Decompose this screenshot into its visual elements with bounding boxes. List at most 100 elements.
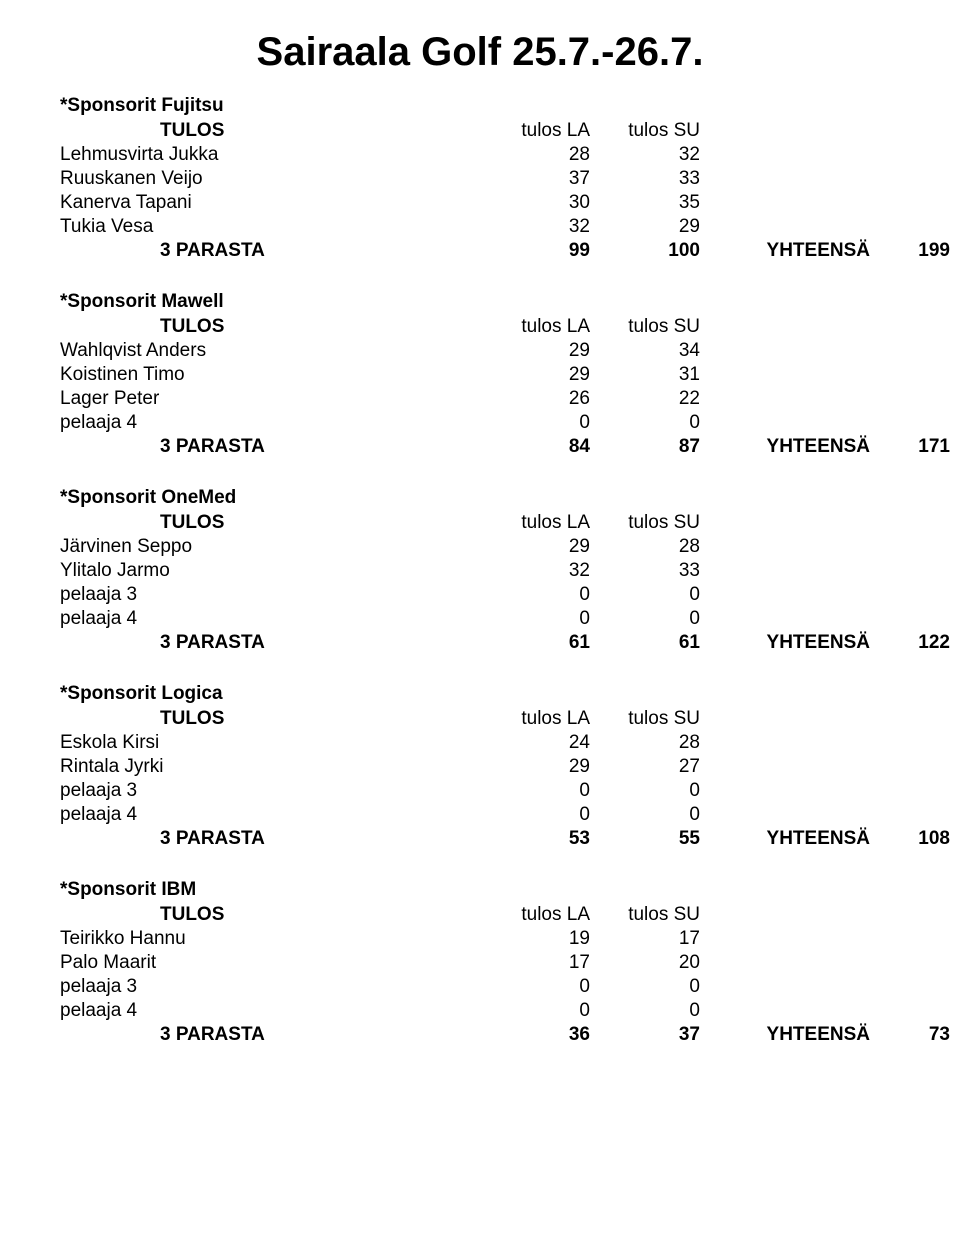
table-row: pelaaja 400 [60, 607, 950, 631]
cell-empty [700, 951, 870, 975]
header-spacer [870, 315, 950, 339]
table-row: Palo Maarit1720 [60, 951, 950, 975]
header-tulos: TULOS [60, 315, 480, 339]
total-row: 3 PARASTA5355YHTEENSÄ108 [60, 827, 950, 851]
total-la: 99 [480, 239, 590, 263]
table-row: Rintala Jyrki2927 [60, 755, 950, 779]
yhteensa-label: YHTEENSÄ [700, 1023, 870, 1047]
player-name: Ylitalo Jarmo [60, 559, 480, 583]
cell-empty [700, 583, 870, 607]
table-row: Lager Peter2622 [60, 387, 950, 411]
cell-empty [870, 755, 950, 779]
table-row: Eskola Kirsi2428 [60, 731, 950, 755]
score-su: 17 [590, 927, 700, 951]
total-su: 37 [590, 1023, 700, 1047]
score-la: 24 [480, 731, 590, 755]
header-tulos: TULOS [60, 903, 480, 927]
player-name: pelaaja 4 [60, 607, 480, 631]
total-row: 3 PARASTA6161YHTEENSÄ122 [60, 631, 950, 655]
score-su: 22 [590, 387, 700, 411]
score-su: 34 [590, 339, 700, 363]
total-la: 36 [480, 1023, 590, 1047]
score-su: 28 [590, 731, 700, 755]
table-row: pelaaja 400 [60, 999, 950, 1023]
cell-empty [700, 975, 870, 999]
score-la: 29 [480, 363, 590, 387]
cell-empty [870, 363, 950, 387]
player-name: pelaaja 4 [60, 411, 480, 435]
table-header: TULOStulos LAtulos SU [60, 707, 950, 731]
header-su: tulos SU [590, 119, 700, 143]
yhteensa-value: 108 [870, 827, 950, 851]
cell-empty [700, 339, 870, 363]
result-table: TULOStulos LAtulos SUWahlqvist Anders293… [60, 315, 950, 459]
score-su: 0 [590, 779, 700, 803]
header-su: tulos SU [590, 511, 700, 535]
header-spacer [870, 707, 950, 731]
cell-empty [700, 559, 870, 583]
cell-empty [700, 731, 870, 755]
player-name: Ruuskanen Veijo [60, 167, 480, 191]
total-label: 3 PARASTA [60, 239, 480, 263]
cell-empty [870, 583, 950, 607]
score-su: 33 [590, 559, 700, 583]
cell-empty [700, 143, 870, 167]
cell-empty [870, 191, 950, 215]
table-header: TULOStulos LAtulos SU [60, 119, 950, 143]
table-row: Ylitalo Jarmo3233 [60, 559, 950, 583]
score-su: 31 [590, 363, 700, 387]
cell-empty [870, 975, 950, 999]
yhteensa-label: YHTEENSÄ [700, 631, 870, 655]
cell-empty [870, 927, 950, 951]
table-row: pelaaja 300 [60, 583, 950, 607]
table-row: pelaaja 300 [60, 779, 950, 803]
table-row: Lehmusvirta Jukka2832 [60, 143, 950, 167]
score-su: 0 [590, 975, 700, 999]
table-row: Wahlqvist Anders2934 [60, 339, 950, 363]
yhteensa-value: 199 [870, 239, 950, 263]
cell-empty [870, 951, 950, 975]
header-la: tulos LA [480, 511, 590, 535]
score-su: 28 [590, 535, 700, 559]
total-row: 3 PARASTA99100YHTEENSÄ199 [60, 239, 950, 263]
player-name: pelaaja 3 [60, 779, 480, 803]
table-row: Teirikko Hannu1917 [60, 927, 950, 951]
header-spacer [700, 315, 870, 339]
yhteensa-label: YHTEENSÄ [700, 239, 870, 263]
header-la: tulos LA [480, 707, 590, 731]
header-la: tulos LA [480, 903, 590, 927]
table-row: pelaaja 400 [60, 411, 950, 435]
player-name: Rintala Jyrki [60, 755, 480, 779]
cell-empty [700, 535, 870, 559]
score-su: 0 [590, 999, 700, 1023]
cell-empty [700, 167, 870, 191]
header-su: tulos SU [590, 707, 700, 731]
yhteensa-label: YHTEENSÄ [700, 827, 870, 851]
header-tulos: TULOS [60, 511, 480, 535]
score-su: 0 [590, 803, 700, 827]
score-la: 0 [480, 607, 590, 631]
player-name: pelaaja 3 [60, 975, 480, 999]
cell-empty [870, 535, 950, 559]
player-name: Tukia Vesa [60, 215, 480, 239]
sponsor-label: *Sponsorit IBM [60, 879, 900, 901]
score-su: 20 [590, 951, 700, 975]
score-la: 29 [480, 535, 590, 559]
cell-empty [700, 803, 870, 827]
cell-empty [700, 387, 870, 411]
header-spacer [870, 903, 950, 927]
score-la: 29 [480, 339, 590, 363]
player-name: Eskola Kirsi [60, 731, 480, 755]
result-table: TULOStulos LAtulos SUJärvinen Seppo2928Y… [60, 511, 950, 655]
score-la: 29 [480, 755, 590, 779]
total-la: 61 [480, 631, 590, 655]
score-la: 28 [480, 143, 590, 167]
score-su: 27 [590, 755, 700, 779]
player-name: Teirikko Hannu [60, 927, 480, 951]
cell-empty [870, 215, 950, 239]
result-group: *Sponsorit FujitsuTULOStulos LAtulos SUL… [60, 95, 900, 263]
result-table: TULOStulos LAtulos SUTeirikko Hannu1917P… [60, 903, 950, 1047]
score-la: 32 [480, 559, 590, 583]
cell-empty [870, 999, 950, 1023]
score-su: 0 [590, 607, 700, 631]
